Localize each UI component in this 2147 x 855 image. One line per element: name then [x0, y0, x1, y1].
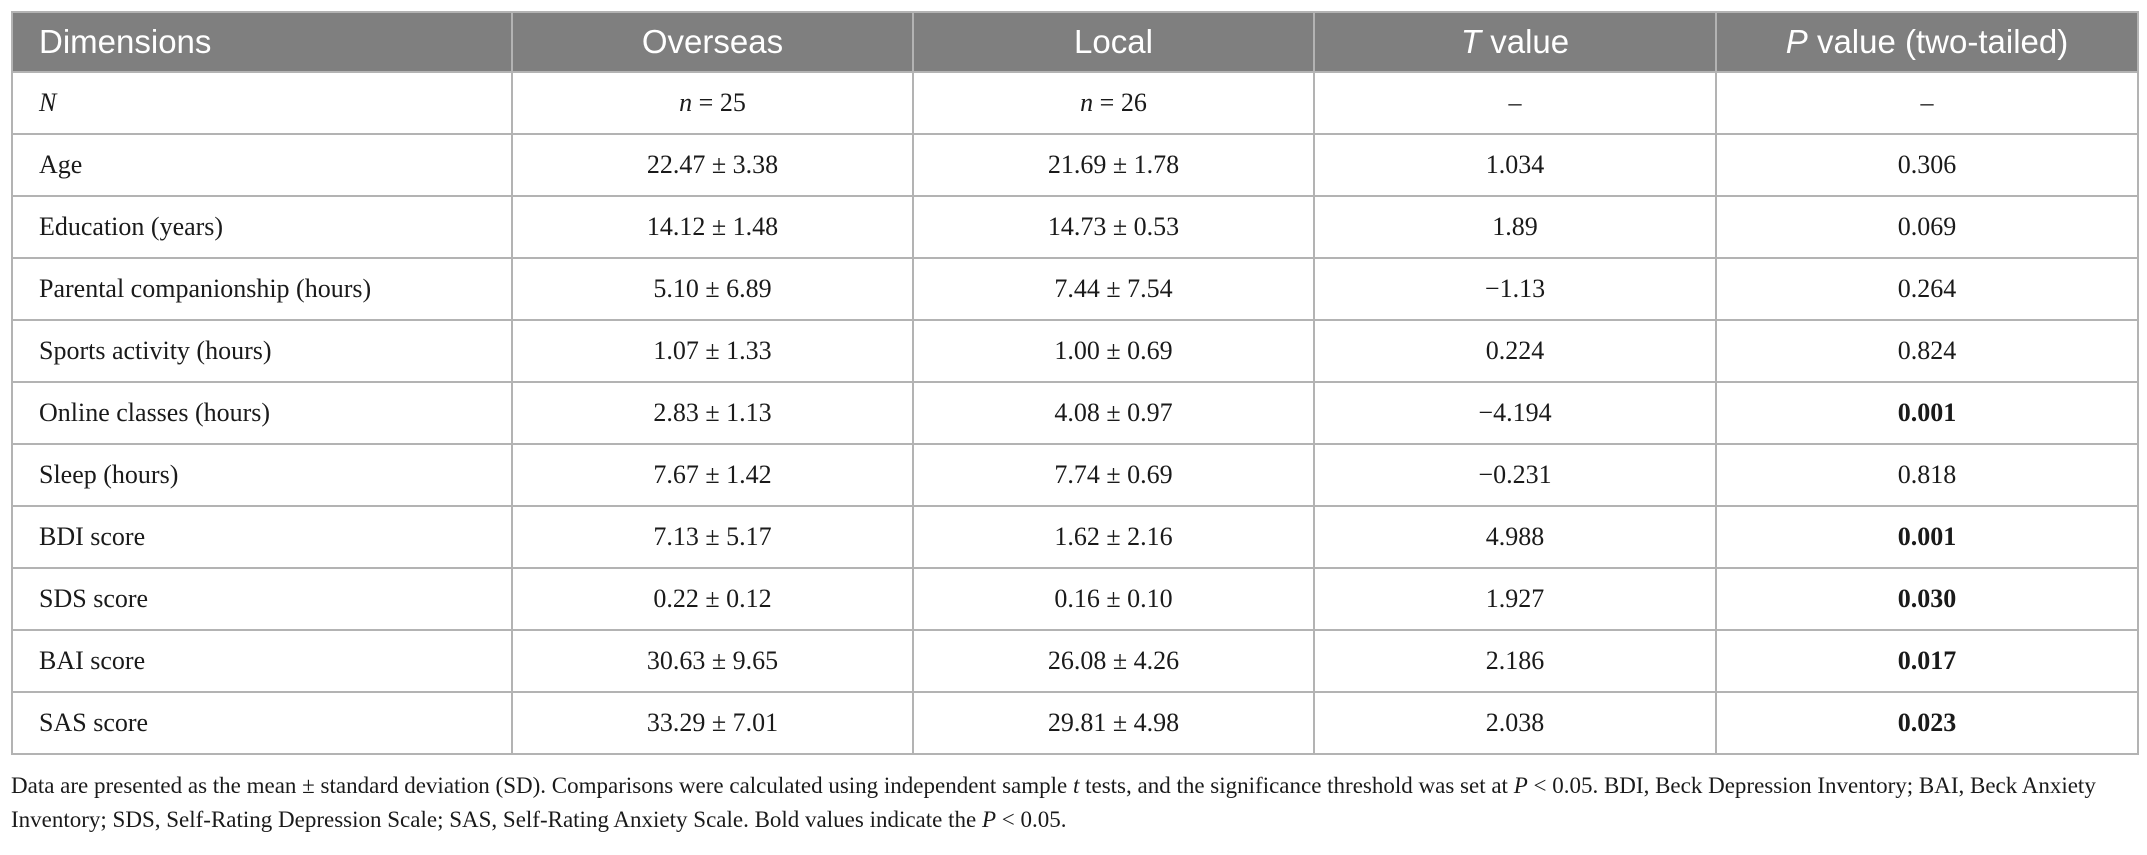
table-row: BDI score 7.13 ± 5.17 1.62 ± 2.16 4.988 …: [11, 505, 2139, 569]
row-label: SDS score: [11, 567, 513, 631]
cell-local: 21.69 ± 1.78: [912, 133, 1315, 197]
row-label: Parental companionship (hours): [11, 257, 513, 321]
cell-p-value: 0.264: [1715, 257, 2139, 321]
cell-p-value: 0.017: [1715, 629, 2139, 693]
cell-local: 29.81 ± 4.98: [912, 691, 1315, 755]
row-label: Sleep (hours): [11, 443, 513, 507]
table-row-n: N n = 25 n = 26 – –: [11, 71, 2139, 135]
cell-overseas: 1.07 ± 1.33: [511, 319, 914, 383]
cell-overseas: 7.13 ± 5.17: [511, 505, 914, 569]
cell-t-value: –: [1313, 71, 1717, 135]
header-overseas: Overseas: [511, 11, 914, 73]
cell-overseas: 7.67 ± 1.42: [511, 443, 914, 507]
header-t-value: T value: [1313, 11, 1717, 73]
cell-local: 4.08 ± 0.97: [912, 381, 1315, 445]
cell-t-value: −1.13: [1313, 257, 1717, 321]
cell-p-value: 0.818: [1715, 443, 2139, 507]
table-row: Parental companionship (hours) 5.10 ± 6.…: [11, 257, 2139, 321]
cell-t-value: 2.186: [1313, 629, 1717, 693]
cell-t-value: 4.988: [1313, 505, 1717, 569]
cell-local: 7.44 ± 7.54: [912, 257, 1315, 321]
header-local: Local: [912, 11, 1315, 73]
cell-p-value: 0.069: [1715, 195, 2139, 259]
cell-overseas: 5.10 ± 6.89: [511, 257, 914, 321]
row-label: Sports activity (hours): [11, 319, 513, 383]
table-row: Sleep (hours) 7.67 ± 1.42 7.74 ± 0.69 −0…: [11, 443, 2139, 507]
cell-overseas: 22.47 ± 3.38: [511, 133, 914, 197]
row-label: BDI score: [11, 505, 513, 569]
table-row: Online classes (hours) 2.83 ± 1.13 4.08 …: [11, 381, 2139, 445]
cell-overseas: 0.22 ± 0.12: [511, 567, 914, 631]
cell-local: 26.08 ± 4.26: [912, 629, 1315, 693]
table-row: SDS score 0.22 ± 0.12 0.16 ± 0.10 1.927 …: [11, 567, 2139, 631]
table-row: BAI score 30.63 ± 9.65 26.08 ± 4.26 2.18…: [11, 629, 2139, 693]
table-row: SAS score 33.29 ± 7.01 29.81 ± 4.98 2.03…: [11, 691, 2139, 755]
cell-t-value: 1.034: [1313, 133, 1717, 197]
cell-p-value: 0.001: [1715, 381, 2139, 445]
results-table-container: Dimensions Overseas Local T value P valu…: [11, 11, 2139, 837]
cell-t-value: −4.194: [1313, 381, 1717, 445]
cell-overseas: n = 25: [511, 71, 914, 135]
cell-p-value: 0.023: [1715, 691, 2139, 755]
row-label: Age: [11, 133, 513, 197]
cell-p-value: 0.824: [1715, 319, 2139, 383]
cell-t-value: 0.224: [1313, 319, 1717, 383]
comparison-table: Dimensions Overseas Local T value P valu…: [11, 11, 2139, 755]
table-row: Sports activity (hours) 1.07 ± 1.33 1.00…: [11, 319, 2139, 383]
cell-t-value: 1.927: [1313, 567, 1717, 631]
cell-p-value: 0.001: [1715, 505, 2139, 569]
cell-t-value: 2.038: [1313, 691, 1717, 755]
cell-overseas: 33.29 ± 7.01: [511, 691, 914, 755]
cell-p-value: 0.306: [1715, 133, 2139, 197]
table-row: Education (years) 14.12 ± 1.48 14.73 ± 0…: [11, 195, 2139, 259]
cell-p-value: 0.030: [1715, 567, 2139, 631]
row-label: BAI score: [11, 629, 513, 693]
cell-local: 1.62 ± 2.16: [912, 505, 1315, 569]
row-label: N: [11, 71, 513, 135]
table-row: Age 22.47 ± 3.38 21.69 ± 1.78 1.034 0.30…: [11, 133, 2139, 197]
cell-local: 7.74 ± 0.69: [912, 443, 1315, 507]
cell-local: n = 26: [912, 71, 1315, 135]
cell-local: 14.73 ± 0.53: [912, 195, 1315, 259]
cell-t-value: −0.231: [1313, 443, 1717, 507]
header-p-value: P value (two-tailed): [1715, 11, 2139, 73]
row-label: Online classes (hours): [11, 381, 513, 445]
cell-overseas: 2.83 ± 1.13: [511, 381, 914, 445]
cell-t-value: 1.89: [1313, 195, 1717, 259]
header-dimensions: Dimensions: [11, 11, 513, 73]
cell-local: 0.16 ± 0.10: [912, 567, 1315, 631]
table-footnote: Data are presented as the mean ± standar…: [11, 773, 2096, 832]
row-label: Education (years): [11, 195, 513, 259]
cell-p-value: –: [1715, 71, 2139, 135]
cell-overseas: 30.63 ± 9.65: [511, 629, 914, 693]
table-header-row: Dimensions Overseas Local T value P valu…: [11, 11, 2139, 73]
cell-local: 1.00 ± 0.69: [912, 319, 1315, 383]
cell-overseas: 14.12 ± 1.48: [511, 195, 914, 259]
row-label: SAS score: [11, 691, 513, 755]
